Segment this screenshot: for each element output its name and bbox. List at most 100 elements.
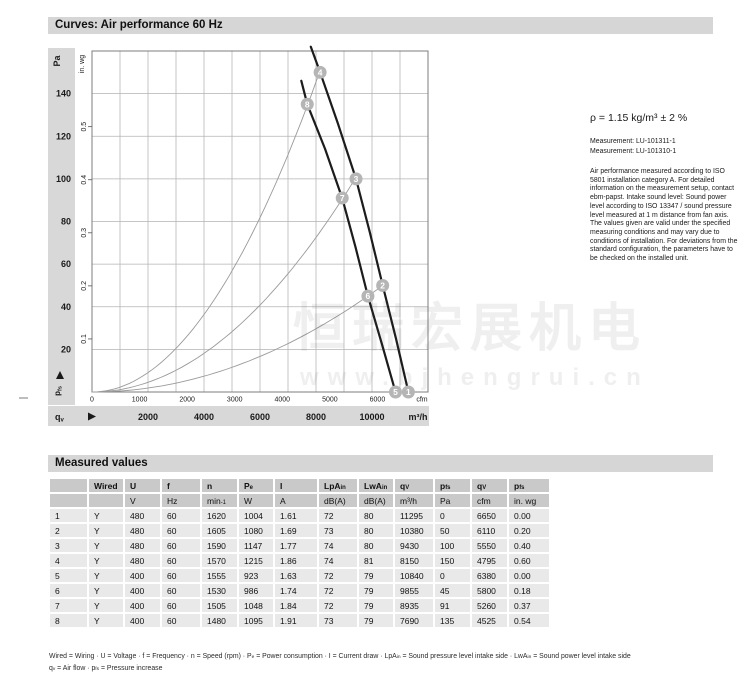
table-cell: 9855: [395, 584, 433, 597]
column-header: pfs: [435, 479, 470, 492]
operating-point-marker: [313, 65, 327, 79]
m3h-tick-label: 2000: [138, 412, 158, 422]
system-resistance-curve: [92, 285, 383, 393]
table-cell: 73: [319, 524, 357, 537]
table-cell: 6380: [472, 569, 507, 582]
measurement-ref: Measurement: LU-101311-1: [590, 138, 676, 145]
air-performance-chart: 1 2 3 4 5 6 7 8 20 40 60 80 100 120 140 Pa 0.1 0.2 0.3 0.4 0…: [48, 45, 429, 426]
air-density-note: ρ = 1.15 kg/m³ ± 2 %: [590, 112, 688, 124]
table-cell: 80: [359, 509, 393, 522]
column-unit: Pa: [435, 494, 470, 507]
table-cell: 79: [359, 614, 393, 627]
column-unit: A: [275, 494, 317, 507]
table-cell: 1.91: [275, 614, 317, 627]
table-cell: 74: [319, 539, 357, 552]
qv-axis-arrow-icon: [88, 412, 96, 421]
in-wg-tick-label: 0.4: [81, 175, 88, 185]
table-cell: 400: [125, 584, 160, 597]
table-cell: 60: [162, 524, 200, 537]
column-header: Pe: [239, 479, 273, 492]
column-unit: min-1: [202, 494, 237, 507]
table-cell: 1147: [239, 539, 273, 552]
table-cell: 1080: [239, 524, 273, 537]
table-row: 6 Y 400 60 1530 986 1.74 72 79 9855 45 5800 0.18: [50, 584, 549, 597]
qv-axis-label: qv: [55, 412, 65, 424]
table-cell: 1004: [239, 509, 273, 522]
table-cell: 1215: [239, 554, 273, 567]
column-header: [50, 479, 87, 492]
table-row: 8 Y 400 60 1480 1095 1.91 73 79 7690 135 4525 0.54: [50, 614, 549, 627]
standards-note: Air performance measured according to IS…: [590, 168, 738, 263]
column-unit: dB(A): [359, 494, 393, 507]
table-cell: 135: [435, 614, 470, 627]
column-unit: m³/h: [395, 494, 433, 507]
column-unit: in. wg: [509, 494, 549, 507]
column-header: LwAin: [359, 479, 393, 492]
table-cell: 8935: [395, 599, 433, 612]
table-cell: 9430: [395, 539, 433, 552]
table-cell: 480: [125, 509, 160, 522]
cfm-tick-label: 6000: [370, 397, 386, 404]
column-header: U: [125, 479, 160, 492]
in-wg-tick-label: 0.3: [81, 228, 88, 238]
abbreviation-legend: Wired = Wiring · U = Voltage · f = Frequ…: [49, 651, 709, 674]
table-cell: 150: [435, 554, 470, 567]
table-cell: 480: [125, 539, 160, 552]
table-cell: 1.77: [275, 539, 317, 552]
table-cell: 5260: [472, 599, 507, 612]
column-header: f: [162, 479, 200, 492]
table-cell: 1: [50, 509, 87, 522]
table-row: 4 Y 480 60 1570 1215 1.86 74 81 8150 150 4795 0.60: [50, 554, 549, 567]
legend-line: qv = Air flow · pfs = Pressure increase: [49, 664, 163, 672]
cfm-tick-label: 1000: [132, 397, 148, 404]
table-cell: 4795: [472, 554, 507, 567]
cfm-tick-label: 5000: [322, 397, 338, 404]
pa-tick-label: 40: [61, 302, 71, 312]
table-row: 5 Y 400 60 1555 923 1.63 72 79 10840 0 6380 0.00: [50, 569, 549, 582]
pa-tick-label: 20: [61, 344, 71, 354]
in-wg-tick-label: 0.2: [81, 281, 88, 291]
table-cell: 0.40: [509, 539, 549, 552]
cfm-tick-label: 2000: [179, 397, 195, 404]
table-cell: 60: [162, 599, 200, 612]
table-row: 1 Y 480 60 1620 1004 1.61 72 80 11295 0 6650 0.00: [50, 509, 549, 522]
table-cell: 5800: [472, 584, 507, 597]
table-cell: 6: [50, 584, 87, 597]
operating-point-marker: [361, 289, 375, 303]
table-cell: 60: [162, 614, 200, 627]
column-header: LpAin: [319, 479, 357, 492]
table-cell: 1620: [202, 509, 237, 522]
in-wg-axis-unit: in. wg: [79, 55, 86, 73]
table-cell: 0: [435, 569, 470, 582]
table-cell: 72: [319, 569, 357, 582]
table-cell: 74: [319, 554, 357, 567]
operating-point-marker: [300, 97, 314, 111]
table-cell: 1530: [202, 584, 237, 597]
column-unit: Hz: [162, 494, 200, 507]
operating-point-label: 7: [340, 193, 345, 203]
column-header: Wired: [89, 479, 123, 492]
table-cell: 1048: [239, 599, 273, 612]
table-cell: 72: [319, 584, 357, 597]
column-unit: V: [125, 494, 160, 507]
column-header: qV: [395, 479, 433, 492]
table-cell: 0.37: [509, 599, 549, 612]
plot-frame: [91, 50, 429, 393]
cfm-axis-unit: cfm: [416, 397, 427, 404]
operating-point-marker: [401, 385, 415, 399]
cfm-tick-label: 4000: [274, 397, 290, 404]
table-cell: 79: [359, 569, 393, 582]
table-cell: 0.20: [509, 524, 549, 537]
legend-line: Wired = Wiring · U = Voltage · f = Frequ…: [49, 653, 631, 660]
column-unit: W: [239, 494, 273, 507]
table-cell: 1.69: [275, 524, 317, 537]
column-header: n: [202, 479, 237, 492]
table-cell: Y: [89, 569, 123, 582]
table-cell: Y: [89, 599, 123, 612]
table-cell: Y: [89, 524, 123, 537]
table-cell: 3: [50, 539, 87, 552]
table-cell: 72: [319, 509, 357, 522]
operating-point-label: 5: [393, 387, 398, 397]
operating-point-label: 2: [380, 280, 385, 290]
